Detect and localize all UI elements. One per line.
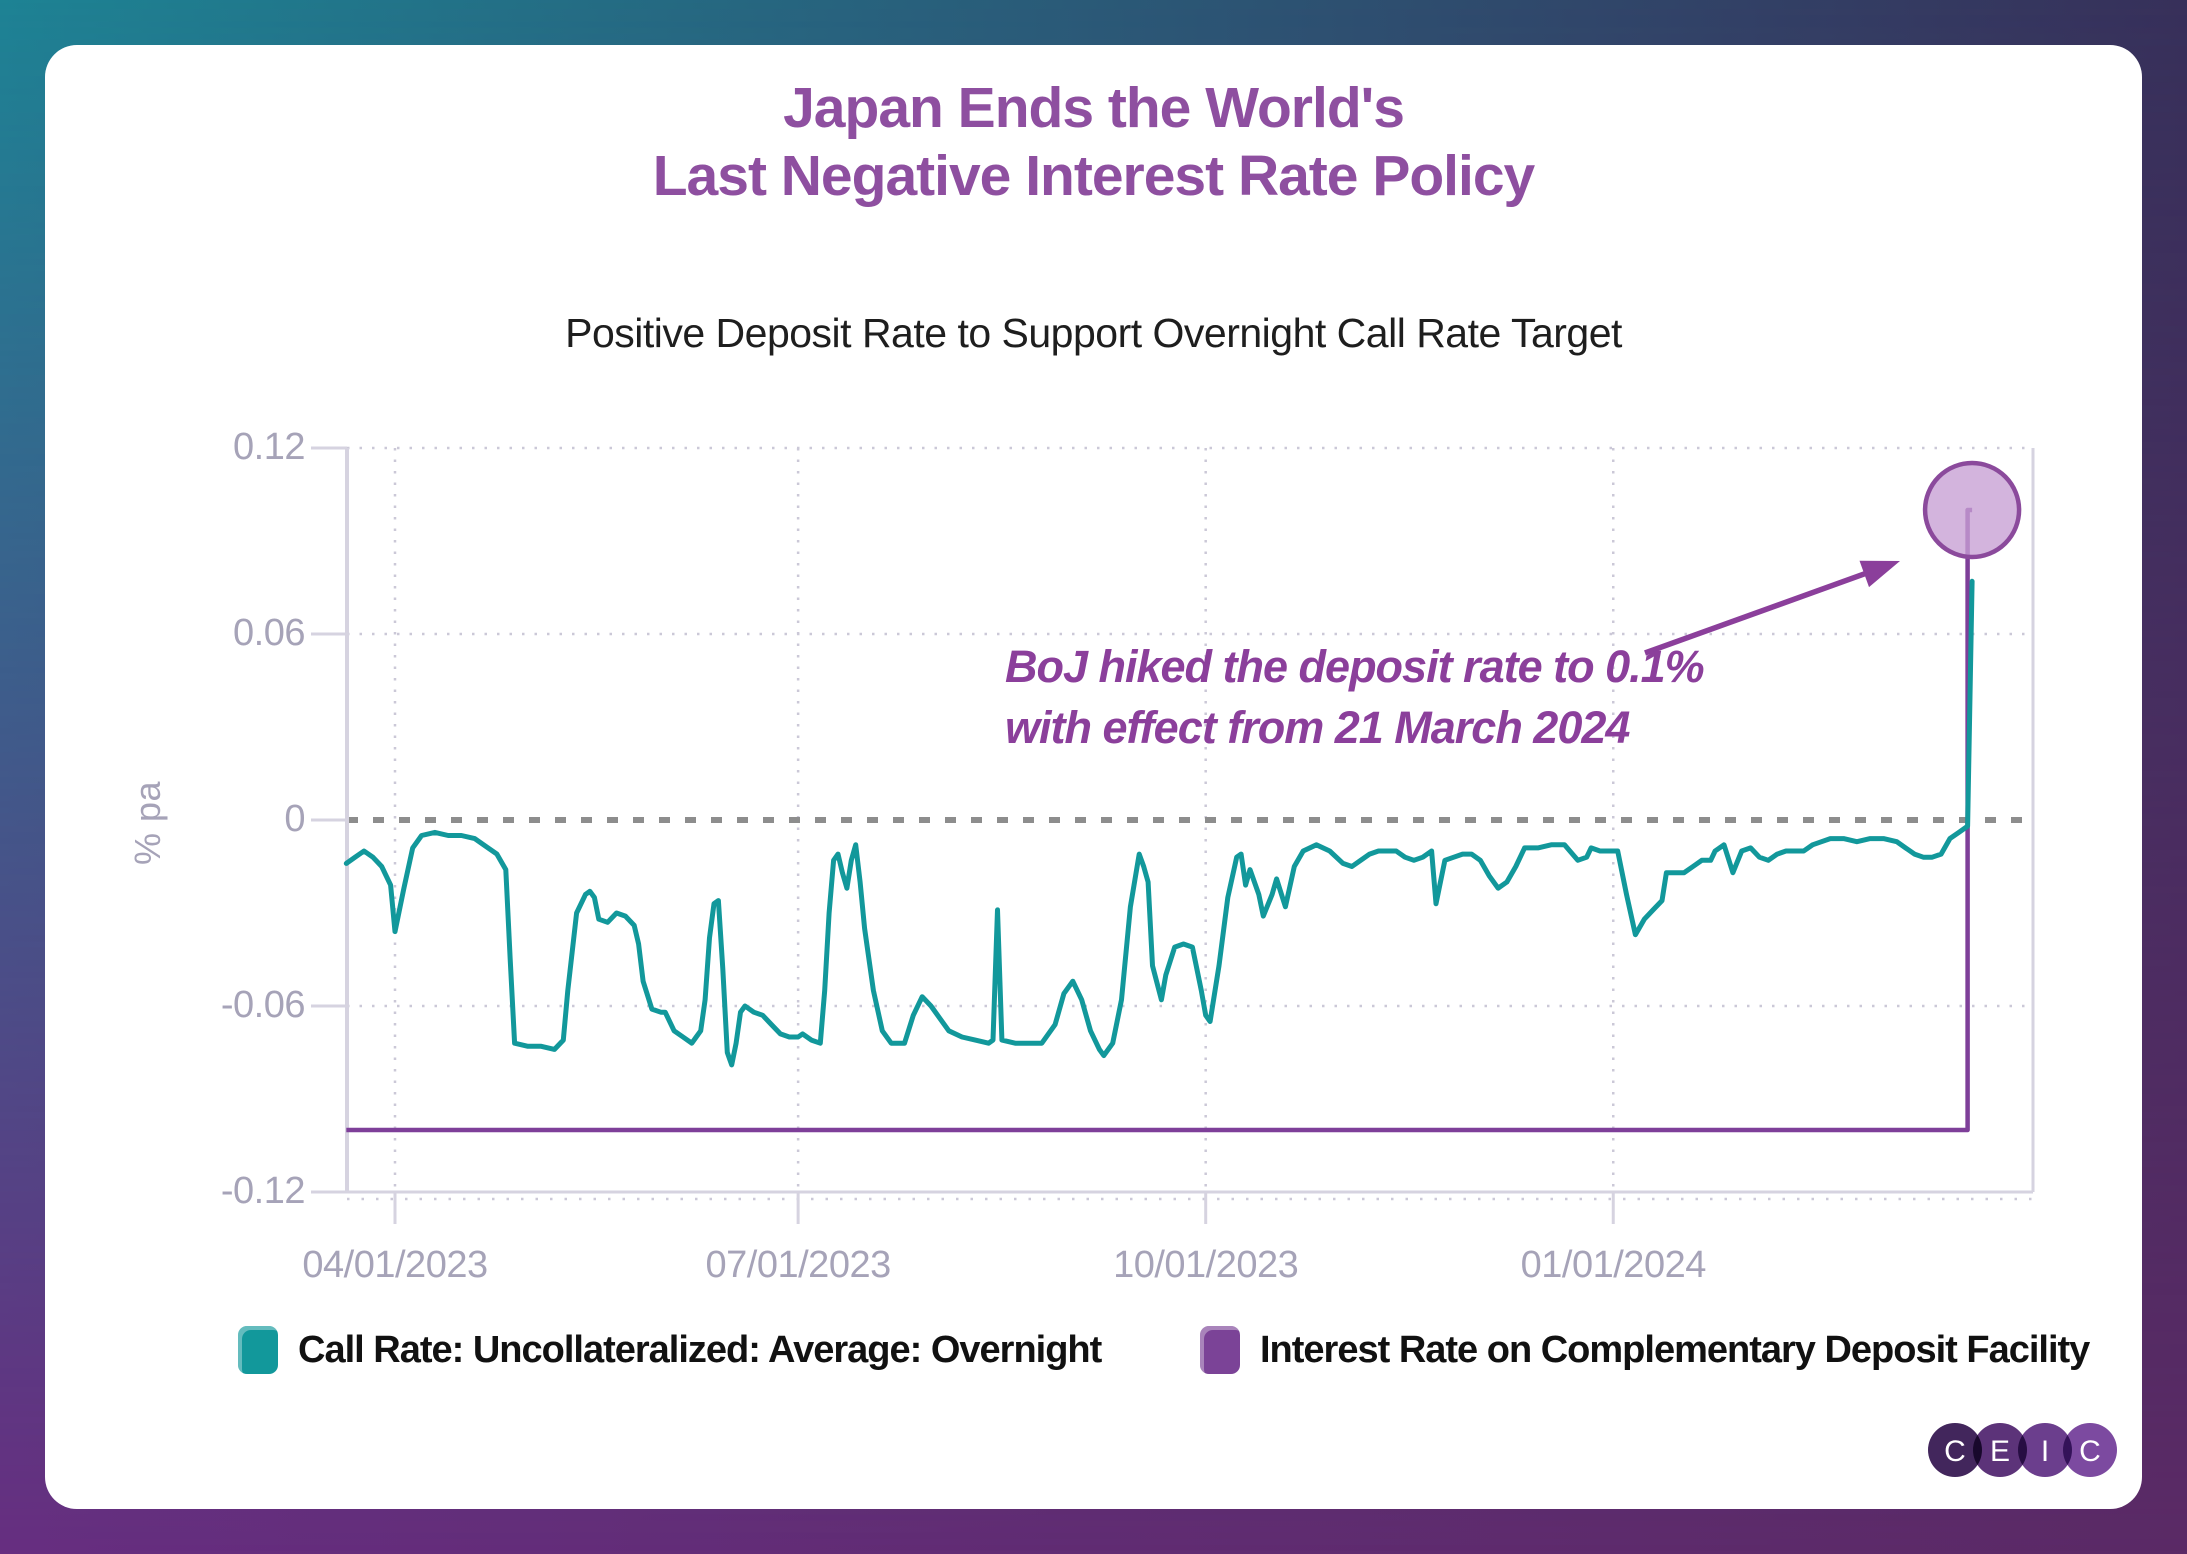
logo-letter: I [2041, 1435, 2049, 1468]
y-tick-label: 0.12 [233, 426, 305, 468]
annotation-line-1: BoJ hiked the deposit rate to 0.1% [1005, 641, 1705, 692]
annotation-text: BoJ hiked the deposit rate to 0.1% with … [1005, 636, 1705, 758]
title-line-2: Last Negative Interest Rate Policy [652, 144, 1536, 208]
title-line-1: Japan Ends the World's [783, 76, 1405, 140]
page-title: Japan Ends the World's Last Negative Int… [0, 74, 2187, 210]
annotation-arrow-shaft [1644, 565, 1883, 656]
x-tick-label: 01/01/2024 [1520, 1244, 1707, 1286]
logo-letter: E [1990, 1435, 2010, 1468]
chart-card [45, 45, 2142, 1509]
call-rate-swatch-icon [238, 1326, 278, 1374]
y-tick-label: 0 [284, 798, 305, 840]
logo-circle-icon [2018, 1423, 2072, 1477]
y-tick-label: 0.06 [233, 612, 305, 654]
legend-item-call-rate: Call Rate: Uncollateralized: Average: Ov… [238, 1326, 1102, 1374]
legend-item-deposit-rate: Interest Rate on Complementary Deposit F… [1200, 1326, 2090, 1374]
page-subtitle: Positive Deposit Rate to Support Overnig… [565, 310, 1622, 356]
logo-letter: C [1944, 1435, 1966, 1468]
logo-letter: C [2079, 1435, 2101, 1468]
y-tick-label: -0.06 [220, 984, 306, 1026]
highlight-circle [1922, 460, 2022, 560]
deposit-rate-swatch-icon [1200, 1326, 1240, 1374]
x-tick-label: 10/01/2023 [1113, 1244, 1299, 1286]
legend-label-call-rate: Call Rate: Uncollateralized: Average: Ov… [298, 1328, 1102, 1371]
logo-circle-icon [1973, 1423, 2027, 1477]
logo-circle-icon [1928, 1423, 1982, 1477]
annotation-line-2: with effect from 21 March 2024 [1005, 702, 1630, 753]
x-tick-label: 04/01/2023 [302, 1244, 488, 1286]
call-rate-line [343, 578, 1975, 1068]
annotation-arrowhead-icon [1859, 560, 1900, 588]
logo-circle-icon [2063, 1423, 2117, 1477]
x-tick-label: 07/01/2023 [705, 1244, 892, 1286]
legend-label-deposit-rate: Interest Rate on Complementary Deposit F… [1260, 1328, 2090, 1371]
y-tick-label: -0.12 [220, 1170, 306, 1212]
